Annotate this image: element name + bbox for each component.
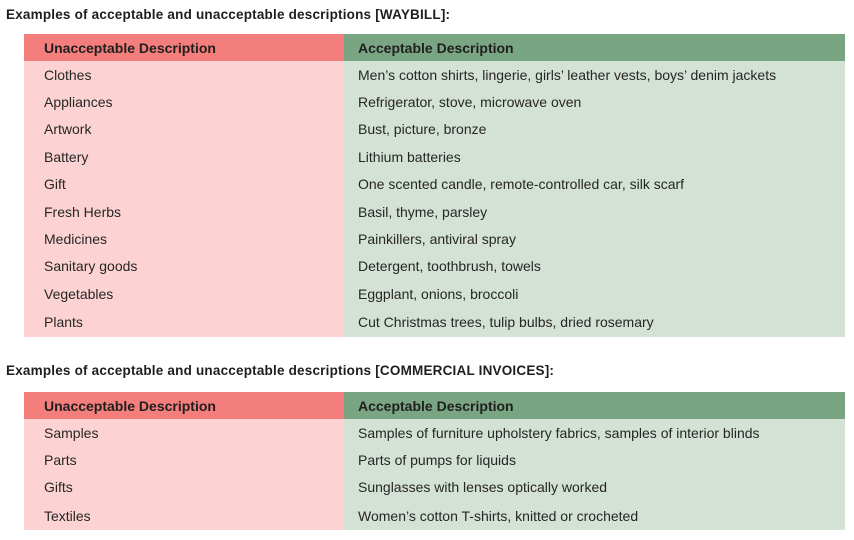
unacceptable-cell: Textiles (24, 501, 344, 531)
table-row: Textiles Women’s cotton T-shirts, knitted… (24, 501, 845, 531)
unacceptable-column-header: Unacceptable Description (24, 34, 344, 61)
table-row: Gifts Sunglasses with lenses optically wo… (24, 473, 845, 502)
unacceptable-cell: Vegetables (24, 280, 344, 308)
table-row: Fresh Herbs Basil, thyme, parsley (24, 197, 845, 226)
table-row: Sanitary goods Detergent, toothbrush, tow… (24, 252, 845, 281)
table-row: Plants Cut Christmas trees, tulip bulbs, … (24, 307, 845, 337)
acceptable-cell: One scented candle, remote-controlled ca… (344, 170, 845, 198)
unacceptable-cell: Gift (24, 170, 344, 198)
acceptable-cell: Painkillers, antiviral spray (344, 225, 845, 253)
table-row: Gift One scented candle, remote-controlle… (24, 170, 845, 198)
unacceptable-cell: Appliances (24, 88, 344, 116)
unacceptable-cell: Clothes (24, 61, 344, 89)
table-header-row: Unacceptable Description Acceptable Desc… (24, 392, 845, 419)
unacceptable-cell: Samples (24, 419, 344, 447)
table-row: Clothes Men’s cotton shirts, lingerie, gi… (24, 61, 845, 89)
acceptable-column-header: Acceptable Description (344, 34, 845, 61)
unacceptable-cell: Plants (24, 307, 344, 337)
acceptable-cell: Parts of pumps for liquids (344, 446, 845, 474)
table-row: Samples Samples of furniture upholstery f… (24, 419, 845, 447)
acceptable-cell: Lithium batteries (344, 143, 845, 171)
waybill-description-table: Unacceptable Description Acceptable Desc… (24, 34, 845, 337)
table-row: Artwork Bust, picture, bronze (24, 115, 845, 144)
table-row: Medicines Painkillers, antiviral spray (24, 225, 845, 253)
table-row: Appliances Refrigerator, stove, microwave… (24, 88, 845, 116)
acceptable-cell: Men’s cotton shirts, lingerie, girls’ le… (344, 61, 845, 89)
acceptable-cell: Refrigerator, stove, microwave oven (344, 88, 845, 116)
acceptable-cell: Eggplant, onions, broccoli (344, 280, 845, 308)
table-row: Battery Lithium batteries (24, 143, 845, 171)
unacceptable-cell: Battery (24, 143, 344, 171)
acceptable-column-header: Acceptable Description (344, 392, 845, 419)
acceptable-cell: Cut Christmas trees, tulip bulbs, dried … (344, 307, 845, 337)
table-row: Vegetables Eggplant, onions, broccoli (24, 280, 845, 308)
acceptable-cell: Basil, thyme, parsley (344, 197, 845, 226)
waybill-section-title: Examples of acceptable and unacceptable … (6, 7, 451, 22)
unacceptable-cell: Parts (24, 446, 344, 474)
acceptable-cell: Sunglasses with lenses optically worked (344, 473, 845, 502)
unacceptable-cell: Sanitary goods (24, 252, 344, 281)
unacceptable-cell: Artwork (24, 115, 344, 144)
commercial-invoices-section-title: Examples of acceptable and unacceptable … (6, 363, 555, 378)
unacceptable-cell: Gifts (24, 473, 344, 502)
acceptable-cell: Detergent, toothbrush, towels (344, 252, 845, 281)
commercial-invoices-description-table: Unacceptable Description Acceptable Desc… (24, 392, 845, 531)
table-row: Parts Parts of pumps for liquids (24, 446, 845, 474)
acceptable-cell: Samples of furniture upholstery fabrics,… (344, 419, 845, 447)
acceptable-cell: Women’s cotton T-shirts, knitted or croc… (344, 501, 845, 531)
unacceptable-column-header: Unacceptable Description (24, 392, 344, 419)
table-header-row: Unacceptable Description Acceptable Desc… (24, 34, 845, 61)
acceptable-cell: Bust, picture, bronze (344, 115, 845, 144)
unacceptable-cell: Medicines (24, 225, 344, 253)
unacceptable-cell: Fresh Herbs (24, 197, 344, 226)
